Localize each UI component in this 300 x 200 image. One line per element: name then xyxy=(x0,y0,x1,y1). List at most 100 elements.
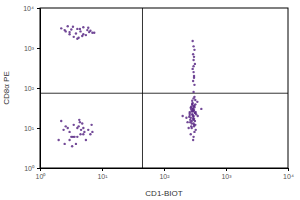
points xyxy=(40,8,288,168)
y-tick-label: 10³ xyxy=(24,45,35,52)
data-point xyxy=(65,30,67,32)
data-point xyxy=(70,28,72,30)
data-point xyxy=(87,129,89,131)
data-point xyxy=(73,124,75,126)
data-point xyxy=(194,103,196,105)
x-axis-line xyxy=(41,169,289,172)
data-point xyxy=(190,106,192,108)
data-point xyxy=(192,53,194,55)
data-point xyxy=(192,136,194,138)
data-point xyxy=(195,129,197,131)
data-point xyxy=(192,59,194,61)
gate-vertical xyxy=(142,8,143,168)
data-point xyxy=(197,115,199,117)
data-point xyxy=(192,110,194,112)
chart: 10⁰10¹10²10³10⁴10⁰10¹10²10³10⁴CD1-BIOTCD… xyxy=(0,0,300,200)
data-point xyxy=(181,115,183,117)
data-point xyxy=(76,127,78,129)
data-point xyxy=(67,127,69,129)
data-point xyxy=(187,127,189,129)
data-point xyxy=(193,125,195,127)
y-tick: 10⁰ xyxy=(24,165,40,172)
data-point xyxy=(93,32,95,34)
data-point xyxy=(82,127,84,129)
y-tick: 10¹ xyxy=(24,125,40,132)
data-point xyxy=(68,139,70,141)
data-point xyxy=(73,36,75,38)
data-point xyxy=(189,114,191,116)
data-point xyxy=(79,121,81,123)
data-point xyxy=(68,33,70,35)
data-point xyxy=(193,56,195,58)
data-point xyxy=(191,110,193,112)
data-point xyxy=(191,127,193,129)
data-point xyxy=(192,80,194,82)
y-tick-label: 10¹ xyxy=(24,125,35,132)
data-point xyxy=(193,49,195,51)
data-point xyxy=(57,139,59,141)
data-point xyxy=(75,32,77,34)
data-point xyxy=(191,40,193,42)
data-point xyxy=(200,108,202,110)
x-tick: 10² xyxy=(159,168,170,180)
data-point xyxy=(83,131,85,133)
x-tick-label: 10³ xyxy=(221,173,232,180)
data-point xyxy=(73,136,75,138)
data-point xyxy=(78,119,80,121)
x-tick: 10³ xyxy=(221,168,232,180)
data-point xyxy=(191,100,193,102)
data-point xyxy=(85,34,87,36)
data-point xyxy=(87,27,89,29)
data-point xyxy=(191,102,193,104)
data-point xyxy=(193,77,195,79)
data-point xyxy=(194,99,196,101)
data-point xyxy=(82,133,84,135)
data-point xyxy=(91,131,93,133)
data-point xyxy=(192,65,194,67)
data-point xyxy=(71,145,73,147)
data-point xyxy=(185,117,187,119)
data-point xyxy=(68,131,70,133)
data-point xyxy=(196,101,198,103)
data-point xyxy=(189,119,191,121)
data-point xyxy=(190,133,192,135)
data-point xyxy=(191,122,193,124)
data-point xyxy=(192,139,194,141)
data-point xyxy=(62,129,64,131)
data-point xyxy=(192,71,194,73)
data-point xyxy=(193,84,195,86)
x-tick: 10⁴ xyxy=(283,168,294,180)
plot-frame xyxy=(40,8,288,168)
data-point xyxy=(191,103,193,105)
x-tick-label: 10⁴ xyxy=(283,173,294,180)
data-point xyxy=(65,125,67,127)
data-point xyxy=(88,31,90,33)
data-point xyxy=(191,110,193,112)
data-point xyxy=(81,122,83,124)
plot: 10⁰10¹10²10³10⁴10⁰10¹10²10³10⁴ xyxy=(23,5,294,180)
data-point xyxy=(76,136,78,138)
data-point xyxy=(60,120,62,122)
x-axis-title: CD1-BIOT xyxy=(145,189,182,198)
y-tick: 10⁴ xyxy=(23,5,40,12)
data-point xyxy=(194,112,196,114)
data-point xyxy=(75,143,77,145)
data-point xyxy=(67,25,69,27)
data-point xyxy=(191,113,193,115)
data-point xyxy=(63,143,65,145)
data-point xyxy=(85,139,87,141)
x-tick: 10¹ xyxy=(97,168,108,180)
data-point xyxy=(60,27,62,29)
data-point xyxy=(195,111,197,113)
data-point xyxy=(82,26,84,28)
data-point xyxy=(186,121,188,123)
gate-horizontal xyxy=(40,93,288,94)
data-point xyxy=(79,28,81,30)
data-point xyxy=(191,68,193,70)
y-tick: 10² xyxy=(24,85,40,92)
y-tick-label: 10⁴ xyxy=(23,5,34,12)
data-point xyxy=(76,38,78,40)
x-tick-label: 10² xyxy=(159,173,170,180)
data-point xyxy=(79,30,81,32)
data-point xyxy=(192,45,194,47)
